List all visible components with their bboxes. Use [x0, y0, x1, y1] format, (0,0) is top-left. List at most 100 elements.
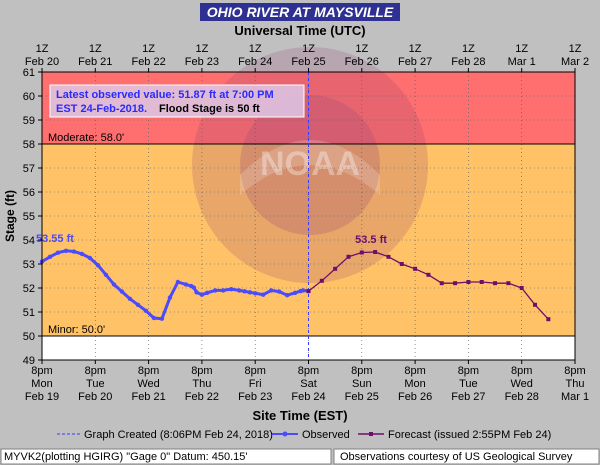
top-tick-time: 1Z [515, 43, 528, 55]
x-tick-day: Sat [300, 378, 317, 390]
forecast-point [519, 286, 524, 290]
legend-observed-dot [282, 431, 288, 437]
observed-point [292, 290, 298, 295]
forecast-point [373, 250, 378, 254]
observed-point [183, 282, 189, 287]
x-tick-time: 8pm [404, 365, 425, 377]
observed-point [159, 316, 165, 321]
x-tick-day: Wed [510, 378, 532, 390]
observed-point [247, 290, 253, 295]
legend-forecast-dot [369, 432, 373, 436]
forecast-point [426, 272, 431, 277]
y-tick-label: 50 [23, 331, 35, 343]
forecast-point [546, 317, 551, 322]
chart-title: OHIO RIVER AT MAYSVILLE [207, 4, 394, 20]
forecast-point [399, 262, 404, 266]
x-tick-day: Tue [459, 378, 478, 390]
x-tick-time: 8pm [31, 365, 52, 377]
x-tick-time: 8pm [138, 365, 159, 377]
forecast-point [359, 250, 364, 255]
peak-label: 53.55 ft [36, 233, 74, 245]
top-tick-date: Feb 24 [238, 56, 272, 68]
top-tick-time: 1Z [89, 43, 102, 55]
x-tick-date: Feb 20 [78, 391, 112, 403]
top-tick-time: 1Z [409, 43, 422, 55]
top-tick-date: Feb 23 [185, 56, 219, 68]
observed-point [221, 288, 226, 293]
flood-thresholds: Moderate: 58.0' Minor: 50.0' [42, 72, 575, 360]
y-tick-label: 53 [23, 259, 35, 271]
x-axis-label: Site Time (EST) [252, 408, 347, 423]
x-tick-day: Sun [352, 378, 372, 390]
y-tick-label: 55 [23, 211, 35, 223]
observed-point [95, 263, 101, 268]
x-tick-time: 8pm [191, 365, 212, 377]
top-tick-date: Feb 26 [345, 56, 379, 68]
forecast-point [439, 281, 444, 286]
x-tick-date: Feb 21 [131, 391, 165, 403]
y-tick-label: 60 [23, 91, 35, 103]
observed-point [229, 287, 234, 292]
forecast-point [493, 281, 498, 286]
peak-label: 53.5 ft [355, 234, 387, 246]
observed-point [47, 254, 53, 259]
observed-point [213, 288, 218, 293]
y-tick-label: 57 [23, 163, 35, 175]
observed-point [151, 315, 157, 321]
threshold-label: Moderate: 58.0' [48, 132, 124, 144]
top-tick-date: Feb 27 [398, 56, 432, 68]
annotation-line2a: EST 24-Feb-2018. [56, 103, 147, 115]
x-tick-date: Feb 28 [505, 391, 539, 403]
chart-texts: OHIO RIVER AT MAYSVILLE Universal Time (U… [0, 3, 600, 465]
y-tick-label: 52 [23, 283, 35, 295]
top-tick-date: Feb 20 [25, 56, 59, 68]
noaa-seal-wave [240, 140, 380, 195]
footer-left-text: MYVK2(plotting HGIRG) "Gage 0" Datum: 45… [4, 451, 247, 463]
series-layer: 53.55 ft 53.5 ft [36, 233, 551, 322]
observed-point [260, 292, 266, 297]
forecast-point [479, 280, 484, 284]
x-tick-date: Feb 24 [291, 391, 325, 403]
y-tick-label: 49 [23, 355, 35, 367]
observed-point [237, 288, 242, 293]
observed-point [268, 288, 274, 293]
observed-point [300, 288, 306, 293]
x-tick-day: Thu [566, 378, 585, 390]
y-tick-label: 58 [23, 139, 35, 151]
y-tick-label: 61 [23, 67, 35, 79]
forecast-point [506, 281, 511, 286]
noaa-watermark: NOAA [192, 47, 428, 283]
x-tick-date: Feb 23 [238, 391, 272, 403]
x-tick-day: Mon [31, 378, 52, 390]
legend-observed-text: Observed [302, 429, 350, 441]
observed-point [127, 296, 133, 301]
forecast-point [466, 280, 471, 284]
observed-point [175, 279, 181, 285]
observed-point [71, 249, 77, 254]
x-tick-time: 8pm [298, 365, 319, 377]
forecast-point [306, 289, 311, 294]
forecast-point [453, 281, 458, 286]
y-tick-label: 51 [23, 307, 35, 319]
forecast-point [533, 302, 538, 307]
x-tick-day: Wed [137, 378, 159, 390]
title-banner [200, 3, 400, 21]
x-tick-date: Feb 19 [25, 391, 59, 403]
top-tick-date: Mar 1 [508, 56, 536, 68]
observed-point [194, 290, 199, 295]
legend-created-text: Graph Created (8:06PM Feb 24, 2018) [84, 429, 273, 441]
x-tick-day: Tue [86, 378, 105, 390]
noaa-seal-inner [240, 95, 380, 235]
observed-point [103, 272, 109, 277]
footer-left-box [0, 448, 332, 465]
y-tick-label: 56 [23, 187, 35, 199]
x-tick-time: 8pm [85, 365, 106, 377]
x-tick-date: Feb 27 [451, 391, 485, 403]
annotation-line2b: Flood Stage is 50 ft [159, 103, 260, 115]
x-tick-time: 8pm [244, 365, 265, 377]
top-tick-date: Feb 25 [291, 56, 325, 68]
x-tick-date: Feb 22 [185, 391, 219, 403]
top-tick-time: 1Z [355, 43, 368, 55]
x-tick-day: Thu [192, 378, 211, 390]
